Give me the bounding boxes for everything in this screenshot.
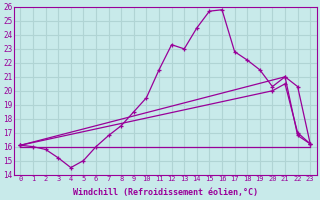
X-axis label: Windchill (Refroidissement éolien,°C): Windchill (Refroidissement éolien,°C) <box>73 188 258 197</box>
